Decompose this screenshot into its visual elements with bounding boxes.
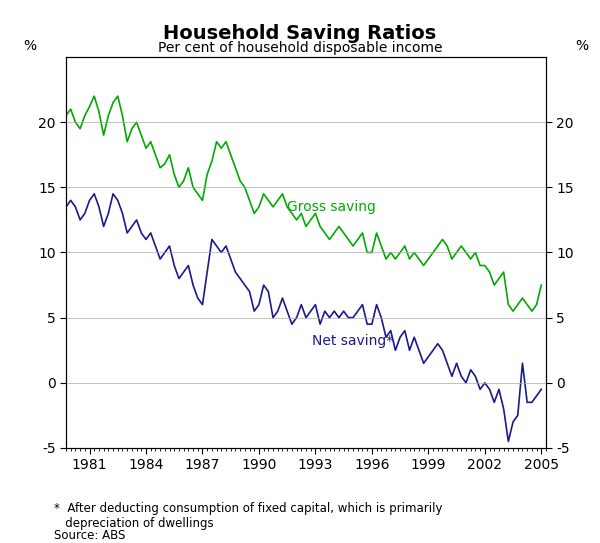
Text: Source: ABS: Source: ABS — [54, 529, 125, 542]
Text: *  After deducting consumption of fixed capital, which is primarily
   depreciat: * After deducting consumption of fixed c… — [54, 502, 443, 531]
Text: Net saving*: Net saving* — [311, 334, 393, 348]
Text: %: % — [575, 39, 589, 53]
Text: Household Saving Ratios: Household Saving Ratios — [163, 24, 437, 43]
Text: Per cent of household disposable income: Per cent of household disposable income — [158, 41, 442, 55]
Text: Gross saving: Gross saving — [287, 200, 376, 214]
Text: %: % — [23, 39, 37, 53]
